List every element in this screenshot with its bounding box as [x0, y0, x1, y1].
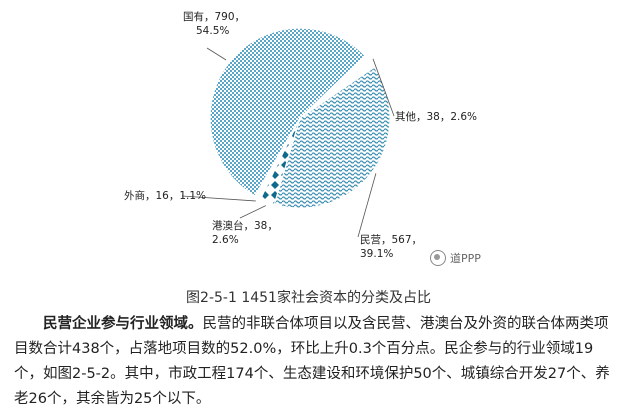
paragraph-lead: 民营企业参与行业领域。	[43, 316, 203, 332]
leader-line-3	[239, 205, 266, 219]
slice-label-1: 其他，38，2.6%	[395, 110, 477, 123]
pie-slice-0	[209, 27, 366, 197]
slice-label-4: 外商，16，1.1%	[124, 189, 206, 202]
watermark-text: 道PPP	[450, 252, 481, 265]
body-paragraph: 民营企业参与行业领域。民营的非联合体项目以及含民营、港澳台及外资的联合体两类项目…	[14, 312, 610, 412]
slice-label-percent-3: 2.6%	[212, 234, 239, 246]
slice-label-0: 国有，790，	[183, 10, 245, 23]
leader-line-1	[372, 58, 395, 117]
paragraph-body: 民营的非联合体项目以及含民营、港澳台及外资的联合体两类项目数合计438个，占落地…	[14, 316, 610, 407]
slice-label-2: 民营，567，	[360, 233, 422, 246]
leader-line-4	[181, 195, 256, 202]
leader-line-2	[357, 173, 377, 238]
pie-chart: 国有，790， 54.5% 其他，38，2.6% 民营，567， 39.1% 港澳台，38…	[124, 10, 477, 260]
slice-label-3: 港澳台，38，	[212, 219, 278, 232]
slice-label-percent-0: 54.5%	[196, 25, 229, 37]
pie-slice-2	[273, 66, 391, 209]
figure-caption: 图2-5-1 1451家社会资本的分类及占比	[186, 290, 431, 306]
wechat-logo-icon	[430, 250, 446, 266]
slice-label-percent-2: 39.1%	[360, 248, 393, 260]
pie-slice-4	[254, 117, 301, 200]
watermark: 道PPP	[430, 250, 481, 266]
leader-line-0	[206, 47, 227, 61]
